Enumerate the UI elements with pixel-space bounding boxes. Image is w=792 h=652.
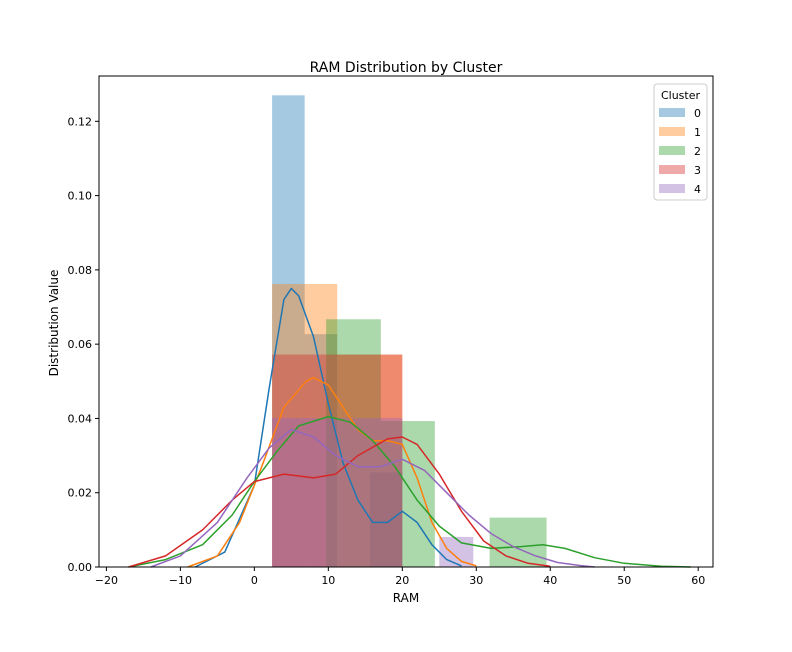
legend-label-cluster-2: 2 <box>694 145 701 158</box>
y-tick-label: 0.06 <box>68 338 93 351</box>
hist-bar-cluster-4-0 <box>272 418 338 567</box>
kde-line-cluster-3 <box>128 436 551 568</box>
x-tick-label: 0 <box>251 574 258 587</box>
axes-frame <box>98 75 714 568</box>
x-tick-label: 50 <box>617 574 631 587</box>
legend-swatch-cluster-1 <box>659 127 685 136</box>
x-tick-label: 10 <box>321 574 335 587</box>
y-tick-label: 0.02 <box>68 487 93 500</box>
legend-box <box>653 83 708 201</box>
hist-bar-cluster-2-2 <box>380 421 435 567</box>
hist-bar-cluster-4-3 <box>439 536 474 567</box>
legend-swatch-cluster-0 <box>659 108 685 117</box>
hist-bar-cluster-1-1 <box>337 354 403 567</box>
legend-swatch-cluster-3 <box>659 165 685 174</box>
hist-bar-cluster-2-4 <box>489 517 547 567</box>
x-tick-label: −10 <box>169 574 192 587</box>
x-axis-label: RAM <box>393 591 419 605</box>
legend-swatch-cluster-2 <box>659 146 685 155</box>
legend-title: Cluster <box>661 89 701 102</box>
x-tick-label: −20 <box>95 574 118 587</box>
hist-bar-cluster-3-1 <box>337 354 403 567</box>
legend-label-cluster-0: 0 <box>694 107 701 120</box>
y-axis-label: Distribution Value <box>47 270 61 377</box>
kde-line-cluster-2 <box>128 415 691 568</box>
y-tick-label: 0.10 <box>68 190 93 203</box>
plot-area <box>128 95 691 568</box>
hist-bar-cluster-2-1 <box>326 319 381 567</box>
legend-label-cluster-3: 3 <box>694 164 701 177</box>
x-tick-label: 60 <box>691 574 705 587</box>
x-tick-label: 30 <box>469 574 483 587</box>
legend-swatch-cluster-4 <box>659 184 685 193</box>
hist-bar-cluster-1-0 <box>272 283 338 567</box>
legend-label-cluster-4: 4 <box>694 183 701 196</box>
legend-label-cluster-1: 1 <box>694 126 701 139</box>
y-tick-label: 0.08 <box>68 264 93 277</box>
chart-title: RAM Distribution by Cluster <box>310 60 503 76</box>
axes: −20 −10 0 10 20 30 40 50 600.000.020.040.060.080… <box>68 75 714 587</box>
legend: Cluster 0 1 2 3 4 <box>653 83 708 201</box>
hist-bar-cluster-3-0 <box>272 354 338 567</box>
x-tick-label: 40 <box>543 574 557 587</box>
hist-bar-cluster-0-3 <box>369 472 403 567</box>
y-tick-label: 0.00 <box>68 561 93 574</box>
y-tick-label: 0.12 <box>68 115 93 128</box>
x-tick-label: 20 <box>395 574 409 587</box>
kde-line-cluster-0 <box>194 287 462 568</box>
kde-line-cluster-4 <box>150 428 595 568</box>
hist-bar-cluster-4-1 <box>337 418 403 567</box>
y-tick-label: 0.04 <box>68 412 93 425</box>
hist-bar-cluster-0-0 <box>272 95 305 567</box>
